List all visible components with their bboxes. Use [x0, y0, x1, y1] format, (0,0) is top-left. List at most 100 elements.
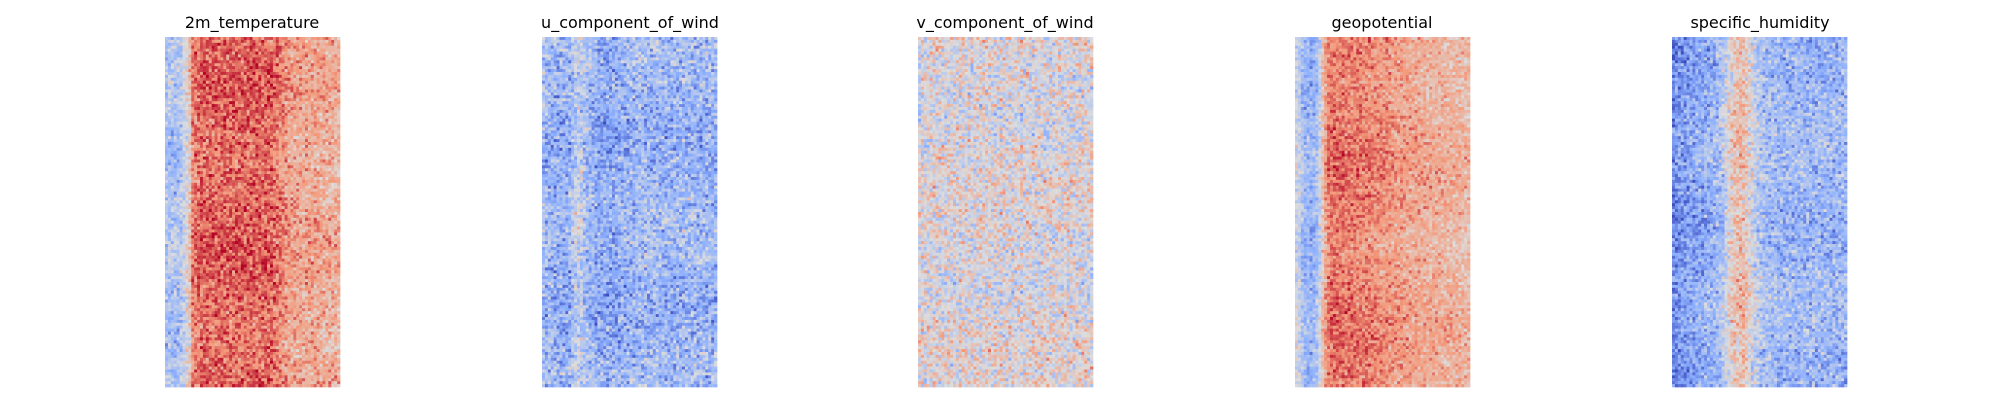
heatmap-cell	[177, 52, 180, 55]
heatmap-cell	[305, 270, 308, 273]
heatmap-cell	[285, 84, 288, 87]
heatmap-cell	[250, 139, 253, 142]
heatmap-cell	[203, 224, 206, 227]
heatmap-cell	[288, 95, 291, 98]
heatmap-cell	[267, 267, 270, 270]
heatmap-cell	[255, 206, 258, 209]
heatmap-cell	[185, 92, 188, 95]
heatmap-cell	[180, 110, 183, 113]
heatmap-cell	[279, 75, 282, 78]
heatmap-cell	[273, 160, 276, 163]
heatmap-cell	[285, 136, 288, 139]
heatmap-cell	[282, 189, 285, 192]
heatmap-cell	[311, 160, 314, 163]
heatmap-cell	[276, 98, 279, 101]
heatmap-cell	[337, 215, 340, 218]
heatmap-cell	[188, 55, 191, 58]
heatmap-cell	[323, 244, 326, 247]
heatmap-cell	[177, 215, 180, 218]
heatmap-cell	[232, 195, 235, 198]
heatmap-cell	[267, 157, 270, 160]
heatmap-cell	[194, 189, 197, 192]
heatmap-cell	[191, 221, 194, 224]
heatmap-cell	[188, 127, 191, 130]
heatmap-cell	[253, 55, 256, 58]
heatmap-cell	[197, 174, 200, 177]
heatmap-cell	[244, 186, 247, 189]
heatmap-cell	[270, 192, 273, 195]
heatmap-cell	[220, 69, 223, 72]
heatmap-cell	[223, 197, 226, 200]
heatmap-cell	[323, 98, 326, 101]
heatmap-cell	[264, 203, 267, 206]
heatmap-cell	[200, 130, 203, 133]
heatmap-cell	[253, 218, 256, 221]
heatmap-cell	[171, 122, 174, 125]
heatmap-cell	[220, 95, 223, 98]
heatmap-cell	[238, 136, 241, 139]
heatmap-cell	[323, 75, 326, 78]
heatmap-cell	[174, 267, 177, 270]
heatmap-cell	[328, 87, 331, 90]
heatmap-cell	[226, 230, 229, 233]
heatmap-cell	[264, 221, 267, 224]
heatmap-cell	[290, 189, 293, 192]
heatmap-cell	[194, 136, 197, 139]
heatmap-cell	[314, 84, 317, 87]
heatmap-cell	[250, 186, 253, 189]
heatmap-cell	[253, 244, 256, 247]
heatmap-cell	[188, 238, 191, 241]
heatmap-cell	[250, 122, 253, 125]
heatmap-cell	[220, 63, 223, 66]
heatmap-cell	[209, 55, 212, 58]
heatmap-cell	[293, 98, 296, 101]
heatmap-cell	[212, 43, 215, 46]
heatmap-cell	[180, 183, 183, 186]
heatmap-cell	[253, 63, 256, 66]
heatmap-cell	[282, 57, 285, 60]
heatmap-cell	[183, 162, 186, 165]
heatmap-cell	[185, 66, 188, 69]
heatmap-cell	[191, 104, 194, 107]
heatmap-cell	[288, 49, 291, 52]
heatmap-cell	[200, 63, 203, 66]
heatmap-cell	[325, 127, 328, 130]
heatmap-cell	[288, 63, 291, 66]
heatmap-cell	[296, 209, 299, 212]
heatmap-cell	[288, 90, 291, 93]
heatmap-cell	[314, 180, 317, 183]
heatmap-cell	[188, 63, 191, 66]
heatmap-cell	[218, 130, 221, 133]
heatmap-cell	[223, 81, 226, 84]
heatmap-cell	[331, 262, 334, 265]
heatmap-cell	[174, 165, 177, 168]
heatmap-cell	[203, 84, 206, 87]
heatmap-cell	[258, 267, 261, 270]
heatmap-cell	[223, 75, 226, 78]
heatmap-cell	[317, 212, 320, 215]
heatmap-cell	[223, 78, 226, 81]
heatmap-cell	[285, 238, 288, 241]
heatmap-cell	[232, 197, 235, 200]
heatmap-cell	[308, 139, 311, 142]
heatmap-cell	[314, 122, 317, 125]
heatmap-cell	[273, 116, 276, 119]
heatmap-cell	[258, 107, 261, 110]
heatmap-cell	[223, 90, 226, 93]
heatmap-cell	[276, 162, 279, 165]
heatmap-cell	[325, 66, 328, 69]
heatmap-cell	[337, 174, 340, 177]
heatmap-cell	[299, 238, 302, 241]
heatmap-cell	[334, 104, 337, 107]
heatmap-cell	[218, 168, 221, 171]
heatmap-cell	[174, 197, 177, 200]
heatmap-cell	[238, 151, 241, 154]
heatmap-cell	[250, 136, 253, 139]
heatmap-cell	[206, 125, 209, 128]
heatmap-cell	[220, 49, 223, 52]
heatmap-cell	[314, 78, 317, 81]
heatmap-cell	[238, 238, 241, 241]
heatmap-cell	[244, 262, 247, 265]
heatmap-cell	[293, 46, 296, 49]
heatmap-cell	[215, 174, 218, 177]
